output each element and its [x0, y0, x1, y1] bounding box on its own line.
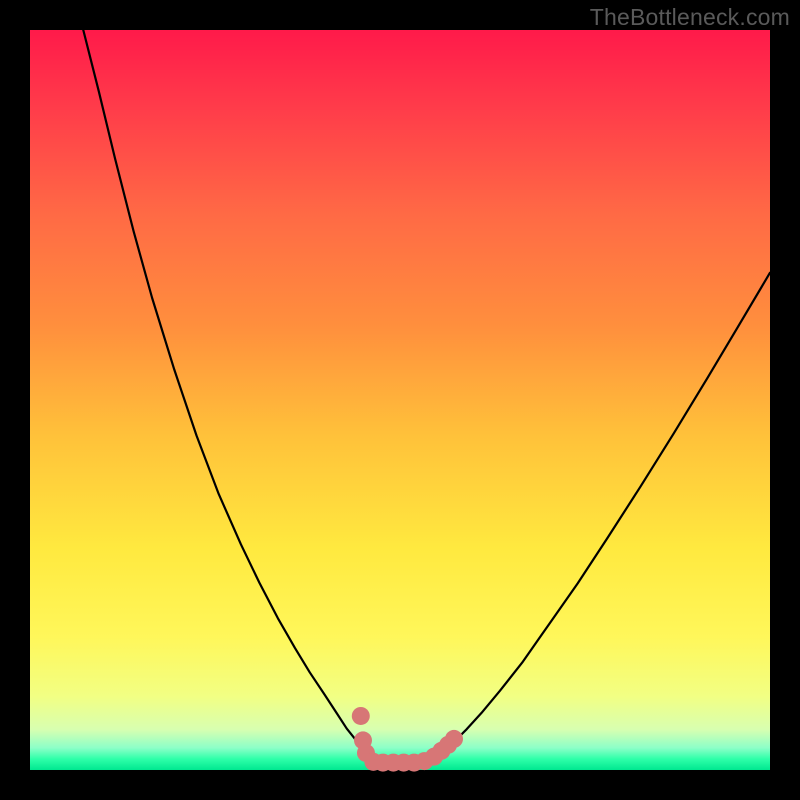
bottleneck-chart — [0, 0, 800, 800]
chart-frame: TheBottleneck.com — [0, 0, 800, 800]
trough-marker — [352, 707, 370, 725]
gradient-background — [30, 30, 770, 770]
trough-marker — [445, 730, 463, 748]
watermark-text: TheBottleneck.com — [590, 4, 790, 31]
